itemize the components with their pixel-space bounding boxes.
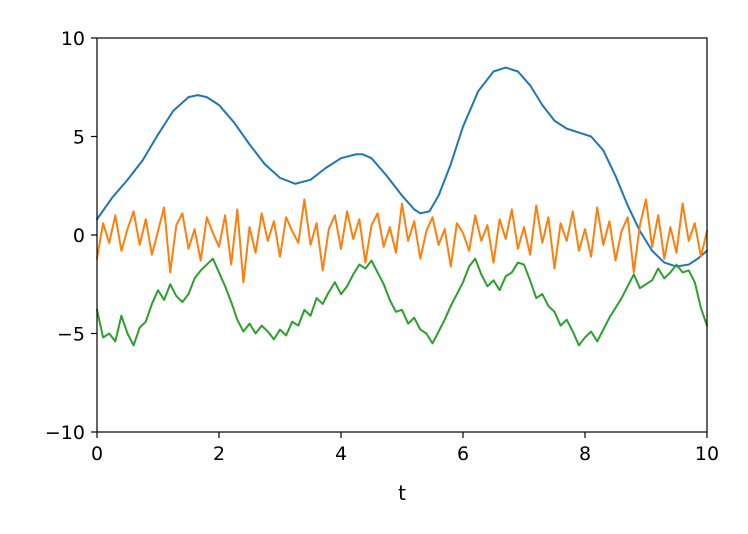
x-tick-label: 0	[91, 443, 103, 465]
x-tick-label: 8	[579, 443, 591, 465]
series-line-2	[96, 198, 708, 284]
x-tick-label: 4	[335, 443, 347, 465]
x-tick-label: 10	[695, 443, 719, 465]
series-line-1	[96, 66, 708, 268]
y-tick-label: 10	[61, 28, 85, 50]
x-tick-label: 2	[213, 443, 225, 465]
tick-layer: 0 2 4 6 8 10 −10 −5 0 5 10	[45, 28, 719, 465]
y-tick-label: 5	[73, 127, 85, 149]
y-tick-label: 0	[73, 225, 85, 247]
series-line-3	[96, 257, 708, 347]
x-axis-label: t	[398, 481, 406, 505]
y-tick-label: −10	[45, 422, 85, 444]
x-tick-label: 6	[457, 443, 469, 465]
series-layer	[96, 66, 708, 347]
y-tick-label: −5	[57, 324, 85, 346]
